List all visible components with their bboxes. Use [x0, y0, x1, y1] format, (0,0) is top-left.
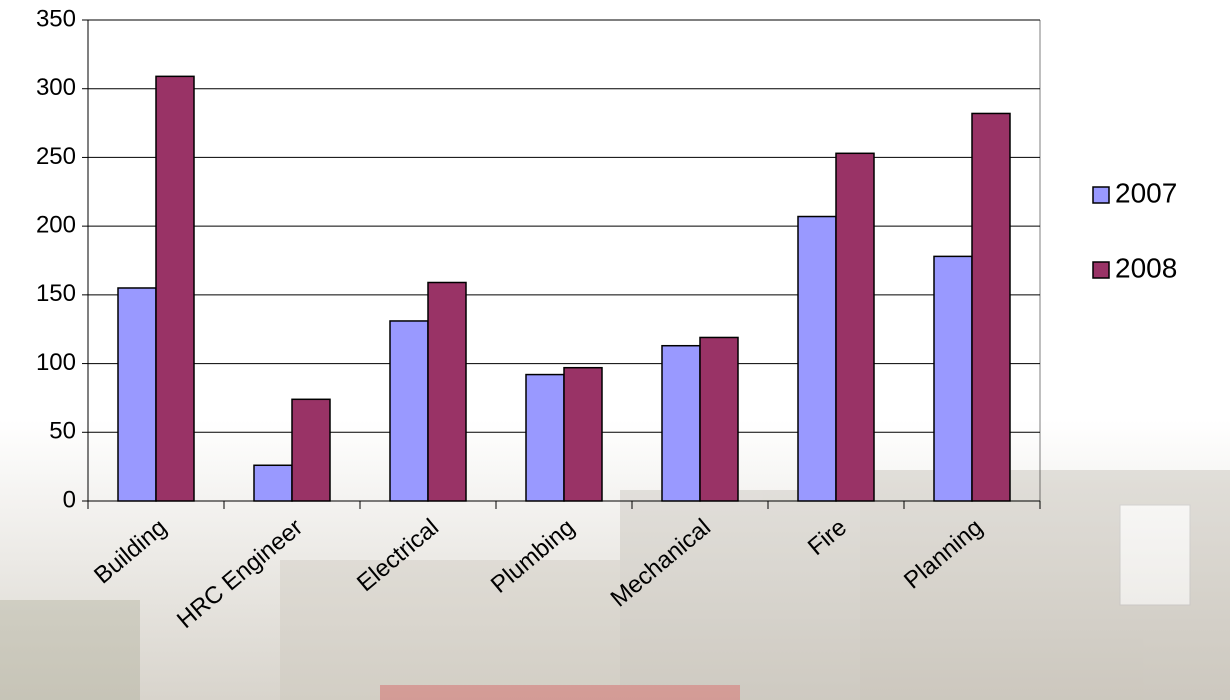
y-tick-label: 50: [49, 418, 76, 445]
bar: [427, 281, 467, 502]
bar: [797, 215, 837, 502]
y-tick-label: 0: [63, 486, 76, 513]
bar: [563, 366, 603, 502]
bar: [835, 152, 875, 502]
bar: [253, 464, 293, 502]
legend-swatch: [1092, 261, 1110, 279]
bar: [155, 75, 195, 502]
bar: [117, 287, 157, 502]
bar: [699, 336, 739, 502]
legend-label: 2008: [1115, 252, 1177, 283]
y-tick-label: 250: [36, 143, 76, 170]
y-tick-label: 350: [36, 5, 76, 32]
legend-swatch: [1092, 186, 1110, 204]
background-building: [0, 470, 1230, 700]
bar: [291, 398, 331, 502]
legend-label: 2007: [1115, 177, 1177, 208]
y-tick-label: 100: [36, 349, 76, 376]
bar: [525, 373, 565, 502]
y-tick-label: 200: [36, 211, 76, 238]
bar: [389, 320, 429, 502]
bar: [661, 344, 701, 502]
y-tick-label: 150: [36, 280, 76, 307]
bar: [933, 255, 973, 502]
bar: [971, 112, 1011, 502]
y-tick-label: 300: [36, 74, 76, 101]
